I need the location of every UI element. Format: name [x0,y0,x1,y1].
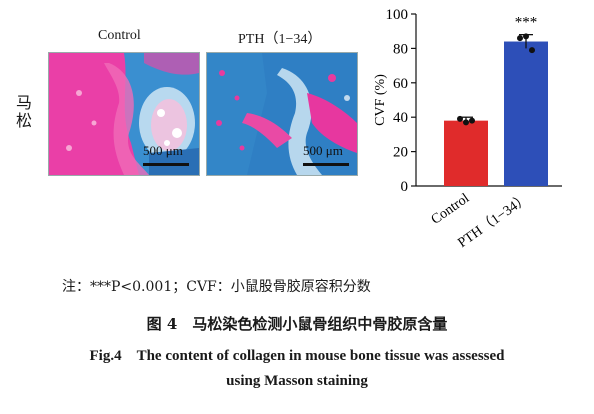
control-scale-label: 500 μm [143,143,183,158]
bar [444,120,488,186]
bars: Control***PTH（1−34） [429,15,548,251]
data-point [523,33,529,40]
figure-title-cn: 图 4 马松染色检测小鼠骨组织中骨胶原含量 [146,315,448,333]
y-tick-label: 60 [393,76,408,92]
figure-title-en-line2: using Masson staining [226,373,368,389]
pth-micrograph: 500 μm [206,52,358,176]
row-label: 马松 [13,94,32,130]
pth-scale-bar [303,163,349,166]
data-point [463,119,469,126]
pth-panel-title: PTH（1−34） [238,32,322,47]
control-stain-image [49,53,199,175]
y-tick-label: 100 [386,7,409,23]
pth-stain-image [207,53,357,175]
x-tick-label: Control [429,191,473,228]
control-micrograph: 500 μm [48,52,200,176]
data-point [457,115,463,122]
data-point [469,117,475,124]
figure-title-en-line1: Fig.4 The content of collagen in mouse b… [89,348,505,364]
data-point [529,47,535,54]
y-axis-label: CVF (%) [373,74,388,126]
control-panel-title: Control [98,28,141,43]
y-tick-label: 40 [393,110,408,126]
data-point [517,35,523,42]
y-tick-label: 20 [393,145,408,161]
y-tick-label: 0 [401,179,409,195]
y-tick-label: 80 [393,41,408,57]
bar [504,41,548,186]
figure-note: 注：***P<0.001；CVF：小鼠股骨胶原容积分数 [62,279,371,295]
significance-label: *** [515,15,538,31]
control-scale-bar [143,163,189,166]
pth-scale-label: 500 μm [303,143,343,158]
